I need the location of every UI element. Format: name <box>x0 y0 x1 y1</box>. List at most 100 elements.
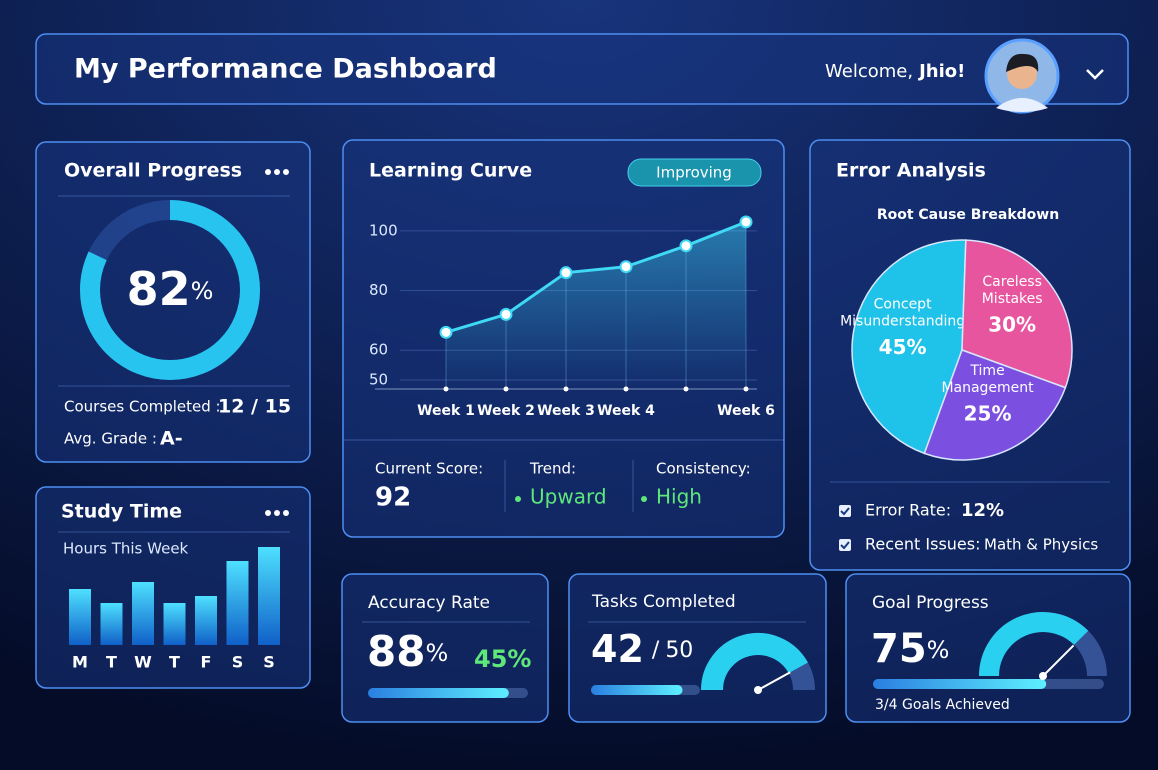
y-tick-label: 60 <box>369 341 388 359</box>
more-menu[interactable] <box>265 169 289 175</box>
axis-dot <box>443 386 449 392</box>
overall-panel <box>35 141 311 463</box>
x-tick-label: Week 3 <box>537 403 595 419</box>
x-tick-label: Week 4 <box>597 403 655 419</box>
menu-chevron[interactable] <box>1086 69 1104 80</box>
status-dot <box>641 496 647 502</box>
gauge-needle <box>757 671 791 691</box>
panel-title: Error Analysis <box>836 160 986 182</box>
accuracy-change: 45% <box>474 645 531 673</box>
panel-title: Study Time <box>61 501 182 523</box>
axis-dot <box>503 386 509 392</box>
avatar[interactable] <box>984 38 1060 114</box>
user-name[interactable]: Jhio! <box>917 61 965 82</box>
grade-value: A- <box>160 428 183 450</box>
slice-label: Management <box>941 380 1034 396</box>
x-tick-label: W <box>134 653 152 672</box>
stat-value: Upward <box>530 485 607 509</box>
point <box>559 266 573 280</box>
goal-caption: 3/4 Goals Achieved <box>875 697 1010 713</box>
checkbox <box>839 505 851 517</box>
x-tick-label: Week 1 <box>417 403 475 419</box>
status-dot <box>515 496 521 502</box>
stat-value: 92 <box>375 483 411 513</box>
bar <box>195 596 217 645</box>
panel-title: Overall Progress <box>64 160 242 182</box>
courses-value: 12 / 15 <box>218 396 291 418</box>
point <box>499 307 513 321</box>
detail-value: Math & Physics <box>984 536 1098 554</box>
x-tick-label: M <box>72 653 88 672</box>
x-tick-label: T <box>106 653 117 672</box>
bar <box>258 547 280 645</box>
panel-subtitle: Root Cause Breakdown <box>877 207 1059 223</box>
y-tick-label: 80 <box>369 281 388 299</box>
gauge-hub <box>754 686 762 694</box>
slice-value: 30% <box>988 313 1036 337</box>
panel-title: Tasks Completed <box>591 592 736 612</box>
tasks-number: 42 <box>591 627 644 671</box>
grade-label: Avg. Grade : <box>64 430 157 448</box>
y-tick-label: 100 <box>369 221 398 239</box>
progress-unit: % <box>191 277 214 305</box>
slice-label: Time <box>969 363 1004 379</box>
axis-dot <box>743 386 749 392</box>
progress-number: 82 <box>127 262 191 316</box>
slice-label: Concept <box>874 296 932 312</box>
detail-label: Recent Issues: <box>865 535 980 554</box>
pie-slice <box>961 239 1073 389</box>
check <box>840 541 850 550</box>
slice-value: 45% <box>879 335 927 359</box>
panel-title: Goal Progress <box>872 593 989 613</box>
point <box>439 325 453 339</box>
stat-label: Consistency: <box>656 460 751 478</box>
point <box>679 239 693 253</box>
page-title: My Performance Dashboard <box>74 54 497 85</box>
header-bar <box>35 33 1129 105</box>
tasks-total: 50 <box>665 638 693 663</box>
accuracy-number: 88 <box>367 627 425 676</box>
gauge-needle <box>1042 644 1075 677</box>
x-tick-label: S <box>232 653 244 672</box>
stat-label: Current Score: <box>375 460 483 478</box>
progress-fill <box>368 688 509 698</box>
bar <box>69 589 91 645</box>
accuracy-panel <box>341 573 549 723</box>
checkbox <box>839 539 851 551</box>
slice-label: Careless <box>982 274 1042 290</box>
panel-subtitle: Hours This Week <box>63 540 189 558</box>
x-tick-label: S <box>263 653 275 672</box>
check <box>840 507 850 516</box>
pie-slice <box>851 239 967 455</box>
gauge-hub <box>1039 672 1047 680</box>
progress-fill <box>591 685 683 695</box>
badge-text: Improving <box>656 164 732 182</box>
slice-value: 25% <box>964 401 1012 425</box>
slice-label: Misunderstanding <box>840 313 965 329</box>
goal-unit: % <box>927 636 950 664</box>
goal-number: 75 <box>871 626 927 672</box>
line-area <box>446 221 746 389</box>
progress-ring <box>80 200 260 380</box>
bar <box>226 561 249 645</box>
y-tick-label: 50 <box>369 371 388 389</box>
gauge-fill <box>979 612 1089 677</box>
welcome-text: Welcome, <box>825 61 913 82</box>
goal-value: 75% <box>871 626 949 672</box>
welcome: Welcome, Jhio! <box>825 61 965 82</box>
badge <box>627 158 762 187</box>
point <box>739 215 753 229</box>
detail-label: Error Rate: <box>865 501 951 520</box>
x-tick-label: Week 6 <box>717 403 775 419</box>
panel-title: Accuracy Rate <box>368 593 490 613</box>
more-menu[interactable] <box>265 510 289 516</box>
slice-label: Mistakes <box>982 291 1043 307</box>
x-tick-label: Week 2 <box>477 403 535 419</box>
bar <box>163 603 186 645</box>
axis-dot <box>683 386 689 392</box>
tasks-value: 42 /50 <box>591 627 693 671</box>
line <box>445 220 747 334</box>
axis-dot <box>563 386 569 392</box>
accuracy-unit: % <box>425 639 448 667</box>
stat-value: High <box>656 485 702 509</box>
